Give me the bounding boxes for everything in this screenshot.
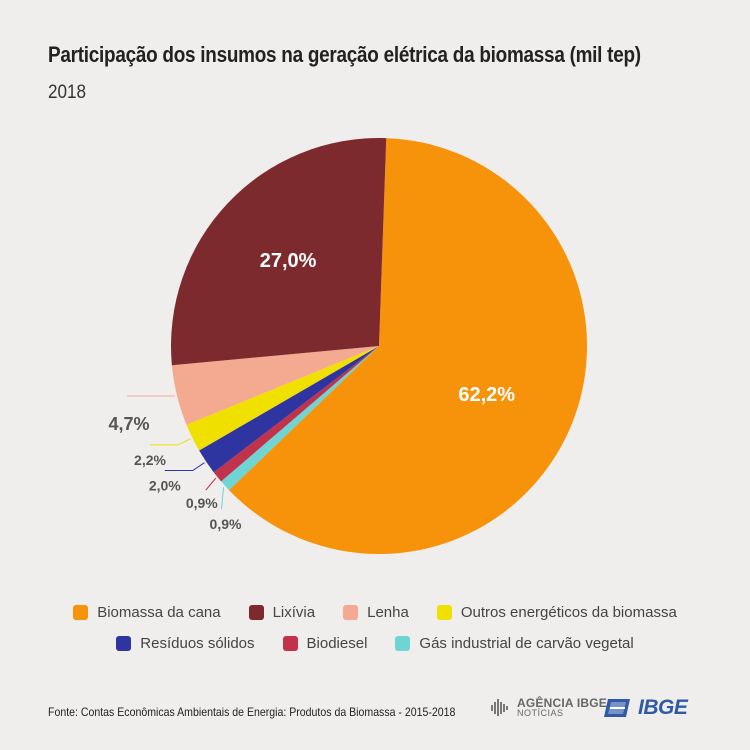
leader-line xyxy=(150,438,191,446)
slice-label: 62,2% xyxy=(458,384,515,406)
agencia-ibge-logo: AGÊNCIA IBGE NOTÍCIAS xyxy=(490,696,607,718)
agencia-bars-icon xyxy=(491,699,508,716)
legend-item: Gás industrial de carvão vegetal xyxy=(395,635,634,652)
slice-label: 2,0% xyxy=(149,477,181,493)
slice-label: 0,9% xyxy=(210,516,242,532)
chart-legend: Biomassa da cana Lixívia Lenha Outros energ… xyxy=(0,604,750,666)
legend-label: Lenha xyxy=(367,604,409,621)
slice-label: 0,9% xyxy=(186,495,218,511)
pie-slice-gas-industrial-de-carvao-vegetal xyxy=(221,346,379,491)
legend-label: Resíduos sólidos xyxy=(140,635,255,652)
legend-swatch xyxy=(343,605,359,620)
pie-slice-lixivia xyxy=(171,138,387,366)
legend-swatch xyxy=(116,636,132,651)
agencia-logo-line2: NOTÍCIAS xyxy=(517,707,564,718)
legend-swatch xyxy=(73,605,89,620)
legend-swatch xyxy=(395,636,411,651)
legend-label: Lixívia xyxy=(272,604,316,621)
legend-item: Resíduos sólidos xyxy=(116,635,255,652)
legend-swatch xyxy=(282,636,298,651)
agencia-logo-line1: AGÊNCIA IBGE xyxy=(517,695,607,710)
leader-line xyxy=(164,462,205,471)
leader-line xyxy=(205,477,217,491)
legend-label: Biodiesel xyxy=(306,635,368,652)
legend-item: Biomassa da cana xyxy=(73,604,221,621)
pie-slice-outros-energeticos-da-biomassa xyxy=(186,346,379,451)
legend-row: Biomassa da cana Lixívia Lenha Outros energ… xyxy=(0,604,750,621)
legend-row: Resíduos sólidos Biodiesel Gás industrial … xyxy=(0,635,750,652)
pie-slice-lenha xyxy=(171,346,379,425)
source-note: Fonte: Contas Econômicas Ambientais de E… xyxy=(48,705,456,719)
legend-item: Lenha xyxy=(343,604,409,621)
legend-item: Biodiesel xyxy=(282,635,368,652)
legend-item: Outros energéticos da biomassa xyxy=(436,604,677,621)
ibge-wordmark: IBGE xyxy=(638,696,688,719)
pie-slice-residuos-solidos xyxy=(199,346,379,473)
leader-line xyxy=(221,487,225,510)
legend-label: Gás industrial de carvão vegetal xyxy=(419,635,634,652)
ibge-logo: IBGE xyxy=(604,696,688,720)
pie-chart: 62,2% 0,9% 0,9% 2,0% 2,2% 4,7% 27,0% xyxy=(109,138,588,554)
pie-slice-biomassa-da-cana xyxy=(229,138,588,554)
chart-subtitle: 2018 xyxy=(48,82,87,103)
ibge-flag-icon xyxy=(604,699,630,717)
legend-item: Lixívia xyxy=(248,604,316,621)
slice-label: 4,7% xyxy=(109,414,150,434)
slice-label: 2,2% xyxy=(134,452,166,468)
legend-swatch xyxy=(248,605,264,620)
legend-swatch xyxy=(436,605,452,620)
slice-label: 27,0% xyxy=(260,250,317,272)
legend-label: Biomassa da cana xyxy=(97,604,221,621)
chart-title: Participação dos insumos na geração elét… xyxy=(48,42,641,67)
pie-slice-biodiesel xyxy=(213,346,379,482)
legend-label: Outros energéticos da biomassa xyxy=(460,604,677,621)
